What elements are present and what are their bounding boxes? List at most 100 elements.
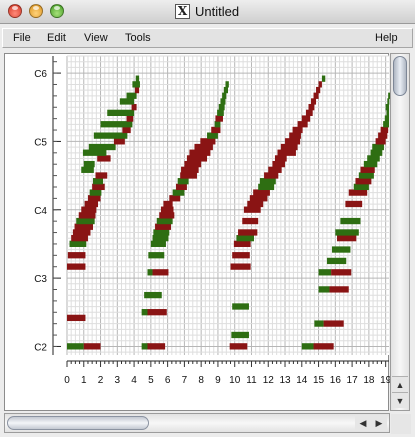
octave-label: C6 xyxy=(34,69,47,80)
note-layer xyxy=(67,75,390,350)
note-green xyxy=(358,172,374,179)
note-red xyxy=(230,263,251,270)
arrow-down-icon[interactable]: ▼ xyxy=(392,392,408,408)
arrow-up-icon[interactable]: ▲ xyxy=(392,376,408,392)
note-red xyxy=(243,206,261,213)
note-green xyxy=(81,166,94,173)
note-green xyxy=(220,98,226,105)
menu-view[interactable]: View xyxy=(84,32,108,44)
vertical-scroll-thumb[interactable] xyxy=(393,56,407,96)
menu-edit[interactable]: Edit xyxy=(47,32,66,44)
note-red xyxy=(249,195,268,202)
note-green xyxy=(147,269,153,276)
note-red xyxy=(180,172,197,179)
note-green xyxy=(370,149,383,156)
piano-roll-canvas[interactable]: C6 C5 C4 C3 C2 0 1 2 3 4 5 6 7 8 9 10 11 12 13 14 15 16 17 18 1… xyxy=(4,53,390,412)
note-red xyxy=(311,98,317,105)
note-green xyxy=(67,343,84,350)
note-green xyxy=(301,343,314,350)
note-red xyxy=(186,155,208,162)
window-titlebar[interactable]: X Untitled xyxy=(0,0,415,24)
beat-label: 13 xyxy=(279,375,291,386)
beat-label: 5 xyxy=(148,375,154,386)
note-green xyxy=(321,75,326,82)
note-green xyxy=(141,343,149,350)
note-red xyxy=(215,115,223,122)
zoom-light-icon[interactable] xyxy=(50,4,64,18)
note-green xyxy=(93,132,128,139)
menu-help[interactable]: Help xyxy=(375,32,398,44)
note-green xyxy=(318,269,332,276)
note-green xyxy=(69,240,87,247)
note-red xyxy=(285,138,301,145)
note-red xyxy=(211,126,221,134)
note-red xyxy=(232,252,250,259)
beat-label: 17 xyxy=(347,375,359,386)
note-red xyxy=(337,235,357,242)
note-green xyxy=(232,303,249,310)
close-light-icon[interactable] xyxy=(8,4,22,18)
note-green xyxy=(340,217,361,225)
note-red xyxy=(113,138,125,145)
note-green xyxy=(100,121,133,128)
beat-label: 9 xyxy=(215,375,221,386)
note-red xyxy=(380,126,389,134)
beat-label: 18 xyxy=(363,375,375,386)
note-green xyxy=(388,92,390,99)
arrow-right-icon[interactable]: ▶ xyxy=(371,415,387,431)
arrow-left-icon[interactable]: ◀ xyxy=(355,415,371,431)
beat-label: 0 xyxy=(64,375,70,386)
note-green xyxy=(119,98,135,105)
menu-file[interactable]: File xyxy=(13,32,31,44)
note-red xyxy=(160,206,174,213)
note-green xyxy=(218,104,225,111)
note-red xyxy=(301,115,311,122)
window-title: Untitled xyxy=(195,4,240,19)
note-red xyxy=(147,309,167,316)
note-green xyxy=(387,98,390,105)
note-green xyxy=(331,246,351,253)
menu-bar: File Edit View Tools Help xyxy=(2,28,413,48)
beat-label: 3 xyxy=(115,375,121,386)
note-green xyxy=(148,252,165,259)
note-green xyxy=(153,229,170,236)
note-red xyxy=(200,138,216,145)
note-red xyxy=(305,109,313,116)
note-red xyxy=(83,343,101,350)
note-red xyxy=(318,81,322,88)
note-green xyxy=(152,235,169,242)
note-red xyxy=(233,240,251,247)
note-red xyxy=(95,172,108,179)
note-green xyxy=(82,149,107,156)
beat-label: 10 xyxy=(229,375,241,386)
note-red xyxy=(176,183,187,191)
note-green xyxy=(326,257,347,265)
note-green xyxy=(367,155,380,162)
note-red xyxy=(268,166,282,173)
beat-label: 1 xyxy=(81,375,87,386)
horizontal-scrollbar[interactable]: ◀ ▶ xyxy=(4,413,390,433)
note-red xyxy=(292,126,303,134)
beat-label: 2 xyxy=(98,375,104,386)
note-red xyxy=(277,149,296,156)
octave-label: C2 xyxy=(34,342,47,353)
resize-grip-icon[interactable] xyxy=(391,414,411,434)
note-red xyxy=(87,195,101,202)
horizontal-scroll-thumb[interactable] xyxy=(7,416,149,430)
note-red xyxy=(92,183,105,191)
note-red xyxy=(229,343,248,350)
note-red xyxy=(74,223,93,230)
note-red xyxy=(67,263,86,270)
vertical-scrollbar[interactable]: ▲ ▼ xyxy=(390,53,410,411)
note-red xyxy=(355,178,372,185)
note-green xyxy=(214,121,221,128)
note-green xyxy=(384,115,389,122)
note-red xyxy=(163,200,173,208)
note-green xyxy=(92,178,104,185)
minimize-light-icon[interactable] xyxy=(29,4,43,18)
note-red xyxy=(126,115,134,122)
note-red xyxy=(81,206,97,213)
note-green xyxy=(207,132,218,139)
menu-tools[interactable]: Tools xyxy=(125,32,151,44)
